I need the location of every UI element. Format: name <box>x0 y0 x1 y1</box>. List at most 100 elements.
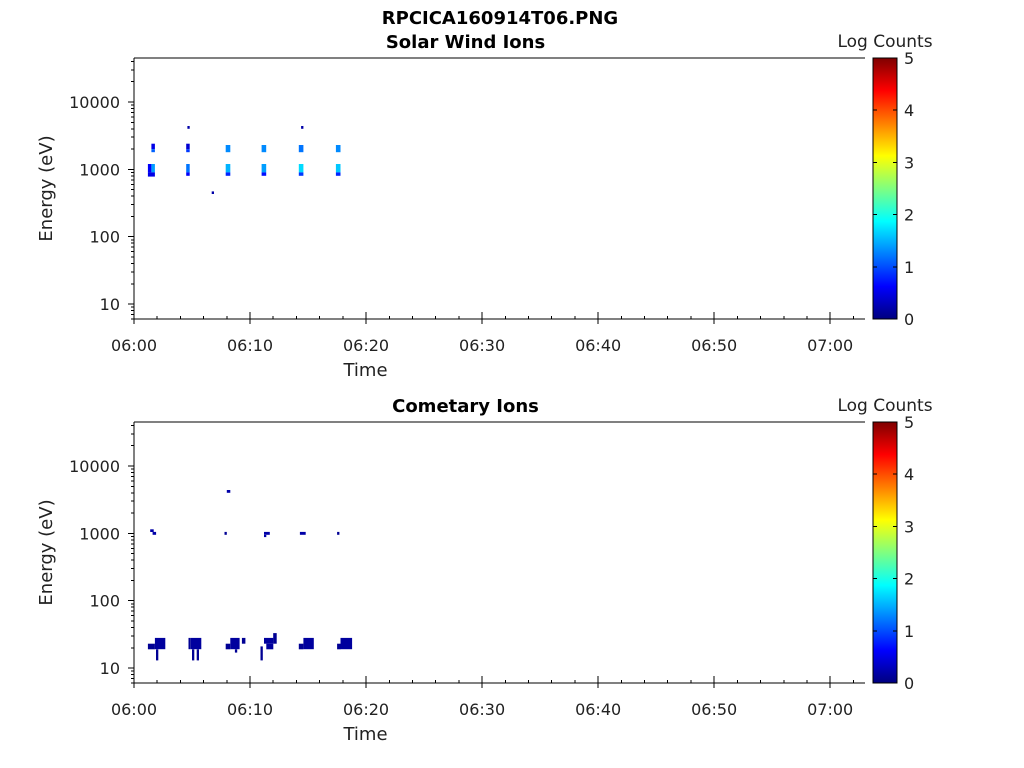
colorbar: Log Counts 0 1 2 3 4 5 <box>837 32 932 329</box>
heatmap-cell <box>298 172 304 176</box>
heatmap-cell <box>192 649 195 661</box>
colorbar-tick-label: 0 <box>904 674 914 693</box>
heatmap-cell <box>196 649 199 661</box>
heatmap-cell <box>303 637 314 650</box>
y-tick-label: 1000 <box>79 524 120 543</box>
x-tick-label: 06:40 <box>575 700 621 719</box>
heatmap-cell <box>151 149 155 153</box>
x-tick-label: 06:40 <box>575 336 621 355</box>
heatmap-cell <box>224 531 227 535</box>
heatmap-cell <box>298 643 304 650</box>
heatmap-cell <box>190 637 202 650</box>
heatmap-cell <box>187 126 190 129</box>
heatmap-cell <box>298 164 304 173</box>
heatmap-cell <box>230 637 240 650</box>
heatmap-cell <box>225 643 231 650</box>
heatmap-cell <box>150 529 154 532</box>
x-tick-label: 06:50 <box>691 336 737 355</box>
heatmap-cell <box>186 149 190 153</box>
heatmap-cell <box>261 172 267 176</box>
figure-title: RPCICA160914T06.PNG <box>382 8 618 29</box>
heatmap-cell <box>298 145 304 153</box>
colorbar-tick-label: 5 <box>904 413 914 432</box>
colorbar-tick-label: 3 <box>904 153 914 172</box>
heatmap-cell <box>273 633 277 644</box>
heatmap-cell <box>335 172 341 176</box>
heatmap-cell <box>151 164 155 173</box>
x-tick-label: 07:00 <box>807 336 853 355</box>
heatmap-cell <box>337 643 341 650</box>
y-tick-label: 10000 <box>69 457 120 476</box>
colorbar-tick-label: 1 <box>904 622 914 641</box>
heatmap-cells <box>147 490 353 661</box>
colorbar-tick-label: 4 <box>904 101 914 120</box>
heatmap-cell <box>301 126 304 129</box>
colorbar-gradient <box>872 57 898 320</box>
x-tick-label: 06:50 <box>691 700 737 719</box>
heatmap-cell <box>261 164 267 173</box>
heatmap-cell <box>154 637 166 650</box>
heatmap-cell <box>261 145 267 153</box>
colorbar-tick-label: 2 <box>904 206 914 225</box>
x-tick-label: 06:20 <box>343 700 389 719</box>
heatmap-cell <box>234 649 238 653</box>
heatmap-cell <box>260 646 263 661</box>
x-tick-label: 06:00 <box>111 336 157 355</box>
colorbar-label: Log Counts <box>837 32 932 52</box>
y-axis-label: Energy (eV) <box>36 135 57 241</box>
heatmap-cell <box>151 143 155 149</box>
heatmap-cell <box>188 637 191 650</box>
colorbar-gradient <box>872 421 898 684</box>
heatmap-cell <box>226 490 231 493</box>
colorbar-tick-label: 4 <box>904 465 914 484</box>
heatmap-cell <box>340 637 353 650</box>
heatmap-cell <box>186 164 190 173</box>
heatmap-cell <box>147 164 152 173</box>
heatmap-cell <box>147 643 155 650</box>
heatmap-cell <box>337 531 340 535</box>
x-tick-label: 06:30 <box>459 336 505 355</box>
colorbar-label: Log Counts <box>837 396 932 416</box>
heatmap-cell <box>264 531 270 535</box>
x-tick-label: 07:00 <box>807 700 853 719</box>
heatmap-cell <box>225 164 231 173</box>
y-axis-label: Energy (eV) <box>36 499 57 605</box>
heatmap-cell <box>335 145 341 153</box>
heatmap-cell <box>186 172 190 176</box>
heatmap-cell <box>264 637 274 644</box>
x-tick-label: 06:00 <box>111 700 157 719</box>
heatmap-cell <box>186 143 190 149</box>
heatmap-cell <box>211 191 214 194</box>
heatmap-cell <box>264 534 267 538</box>
heatmap-cells <box>147 126 341 194</box>
cometary-panel: Cometary Ions 06:00 06:10 06:20 06:30 06:40 06… <box>36 396 933 745</box>
heatmap-cell <box>266 643 274 650</box>
x-tick-label: 06:20 <box>343 336 389 355</box>
colorbar-tick-label: 0 <box>904 310 914 329</box>
x-tick-label: 06:30 <box>459 700 505 719</box>
x-axis-label: Time <box>342 724 387 745</box>
panel-title: Solar Wind Ions <box>386 32 545 53</box>
x-tick-label: 06:10 <box>227 700 273 719</box>
heatmap-cell <box>147 172 155 177</box>
y-tick-label: 10 <box>100 659 120 678</box>
colorbar-tick-label: 3 <box>904 517 914 536</box>
colorbar: Log Counts 0 1 2 3 4 5 <box>837 396 932 693</box>
y-tick-label: 100 <box>89 592 120 611</box>
heatmap-cell <box>225 145 231 153</box>
panel-title: Cometary Ions <box>392 396 539 417</box>
colorbar-tick-label: 2 <box>904 570 914 589</box>
x-axis-label: Time <box>342 360 387 381</box>
y-tick-label: 10 <box>100 295 120 314</box>
colorbar-tick-label: 1 <box>904 258 914 277</box>
x-tick-label: 06:10 <box>227 336 273 355</box>
y-tick-label: 100 <box>89 228 120 247</box>
y-tick-label: 1000 <box>79 160 120 179</box>
solar-wind-panel: Solar Wind Ions 06:00 06:10 06:20 06:30 06:40… <box>36 32 933 381</box>
heatmap-cell <box>152 531 157 535</box>
heatmap-cell <box>241 637 246 644</box>
y-tick-label: 10000 <box>69 93 120 112</box>
heatmap-cell <box>225 172 231 176</box>
heatmap-cell <box>156 649 159 661</box>
